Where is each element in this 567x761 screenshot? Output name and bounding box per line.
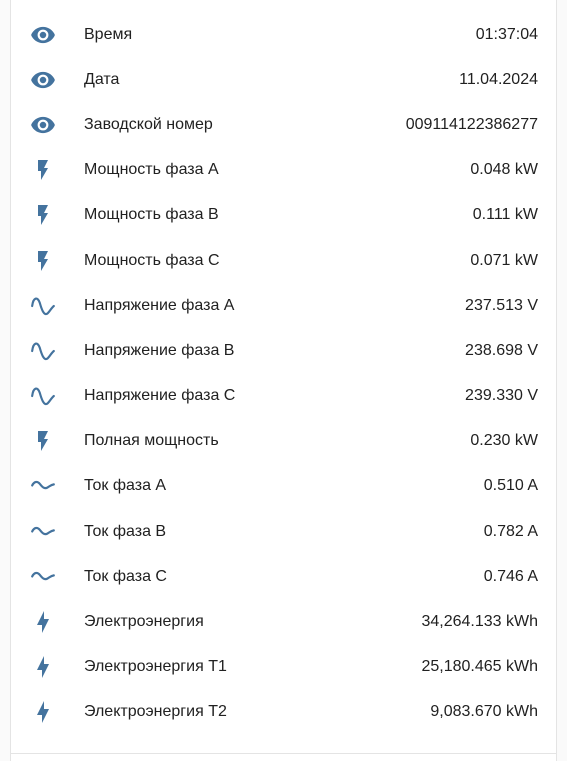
sine-wave-icon bbox=[29, 292, 57, 320]
sine-wave-icon bbox=[29, 337, 57, 365]
entity-name[interactable]: Полная мощность bbox=[84, 432, 219, 450]
entity-state: 239.330 V bbox=[465, 387, 538, 405]
entity-name[interactable]: Электроэнергия bbox=[84, 613, 204, 631]
entity-name[interactable]: Электроэнергия T1 bbox=[84, 658, 227, 676]
entity-state: 009114122386277 bbox=[405, 115, 538, 133]
entity-state: 01:37:04 bbox=[475, 25, 538, 43]
eye-icon bbox=[29, 21, 57, 49]
current-ac-icon bbox=[29, 518, 57, 546]
entity-state: 0.071 kW bbox=[470, 251, 538, 269]
flash-icon bbox=[29, 427, 57, 455]
flash-icon bbox=[29, 201, 57, 229]
entity-name[interactable]: Электроэнергия T2 bbox=[84, 703, 227, 721]
entity-name[interactable]: Ток фаза C bbox=[84, 567, 167, 585]
entity-row[interactable]: Ток фаза A 0.510 A bbox=[11, 464, 556, 509]
entity-row[interactable]: Заводской номер 009114122386277 bbox=[11, 102, 556, 147]
entity-row[interactable]: Мощность фаза A 0.048 kW bbox=[11, 148, 556, 193]
entity-row[interactable]: Время 01:37:04 bbox=[11, 12, 556, 57]
entity-row[interactable]: Полная мощность 0.230 kW bbox=[11, 419, 556, 464]
entity-row[interactable]: Напряжение фаза A 237.513 V bbox=[11, 283, 556, 328]
lightning-bolt-icon bbox=[29, 608, 57, 636]
flash-icon bbox=[29, 247, 57, 275]
entity-state: 238.698 V bbox=[465, 341, 538, 359]
entity-name[interactable]: Напряжение фаза B bbox=[84, 341, 235, 359]
entity-state: 0.746 A bbox=[483, 567, 538, 585]
entity-state: 0.782 A bbox=[483, 522, 538, 540]
entity-row[interactable]: Напряжение фаза C 239.330 V bbox=[11, 374, 556, 419]
eye-icon bbox=[29, 111, 57, 139]
entity-row[interactable]: Мощность фаза B 0.111 kW bbox=[11, 193, 556, 238]
entity-name[interactable]: Ток фаза B bbox=[84, 522, 167, 540]
entity-name[interactable]: Заводской номер bbox=[84, 115, 213, 133]
entity-row[interactable]: Электроэнергия T1 25,180.465 kWh bbox=[11, 645, 556, 690]
entity-name[interactable]: Мощность фаза C bbox=[84, 251, 220, 269]
entity-list: Время 01:37:04 Дата 11.04.2024 Заводской ном… bbox=[11, 0, 556, 735]
entity-row[interactable]: Электроэнергия T2 9,083.670 kWh bbox=[11, 690, 556, 735]
entity-state: 0.510 A bbox=[483, 477, 538, 495]
flash-icon bbox=[29, 156, 57, 184]
lightning-bolt-icon bbox=[29, 653, 57, 681]
entity-name[interactable]: Напряжение фаза A bbox=[84, 296, 235, 314]
entity-name[interactable]: Мощность фаза B bbox=[84, 206, 219, 224]
current-ac-icon bbox=[29, 563, 57, 591]
lightning-bolt-icon bbox=[29, 698, 57, 726]
entity-state: 34,264.133 kWh bbox=[421, 613, 538, 631]
entity-state: 237.513 V bbox=[465, 296, 538, 314]
entity-row[interactable]: Ток фаза C 0.746 A bbox=[11, 554, 556, 599]
entity-row[interactable]: Ток фаза B 0.782 A bbox=[11, 509, 556, 554]
entity-name[interactable]: Время bbox=[84, 25, 133, 43]
card-footer-divider bbox=[11, 753, 556, 754]
entity-state: 11.04.2024 bbox=[459, 70, 538, 88]
sine-wave-icon bbox=[29, 382, 57, 410]
entity-state: 0.230 kW bbox=[470, 432, 538, 450]
entity-state: 0.048 kW bbox=[470, 161, 538, 179]
entity-state: 0.111 kW bbox=[472, 206, 538, 224]
entity-state: 9,083.670 kWh bbox=[430, 703, 538, 721]
entity-state: 25,180.465 kWh bbox=[421, 658, 538, 676]
current-ac-icon bbox=[29, 472, 57, 500]
entity-row[interactable]: Напряжение фаза B 238.698 V bbox=[11, 328, 556, 373]
entity-name[interactable]: Напряжение фаза C bbox=[84, 387, 236, 405]
eye-icon bbox=[29, 66, 57, 94]
entity-row[interactable]: Электроэнергия 34,264.133 kWh bbox=[11, 599, 556, 644]
entity-name[interactable]: Мощность фаза A bbox=[84, 161, 219, 179]
entity-row[interactable]: Дата 11.04.2024 bbox=[11, 57, 556, 102]
entity-name[interactable]: Ток фаза A bbox=[84, 477, 167, 495]
entity-row[interactable]: Мощность фаза C 0.071 kW bbox=[11, 238, 556, 283]
entities-card: Время 01:37:04 Дата 11.04.2024 Заводской ном… bbox=[10, 0, 557, 761]
entity-name[interactable]: Дата bbox=[84, 70, 120, 88]
